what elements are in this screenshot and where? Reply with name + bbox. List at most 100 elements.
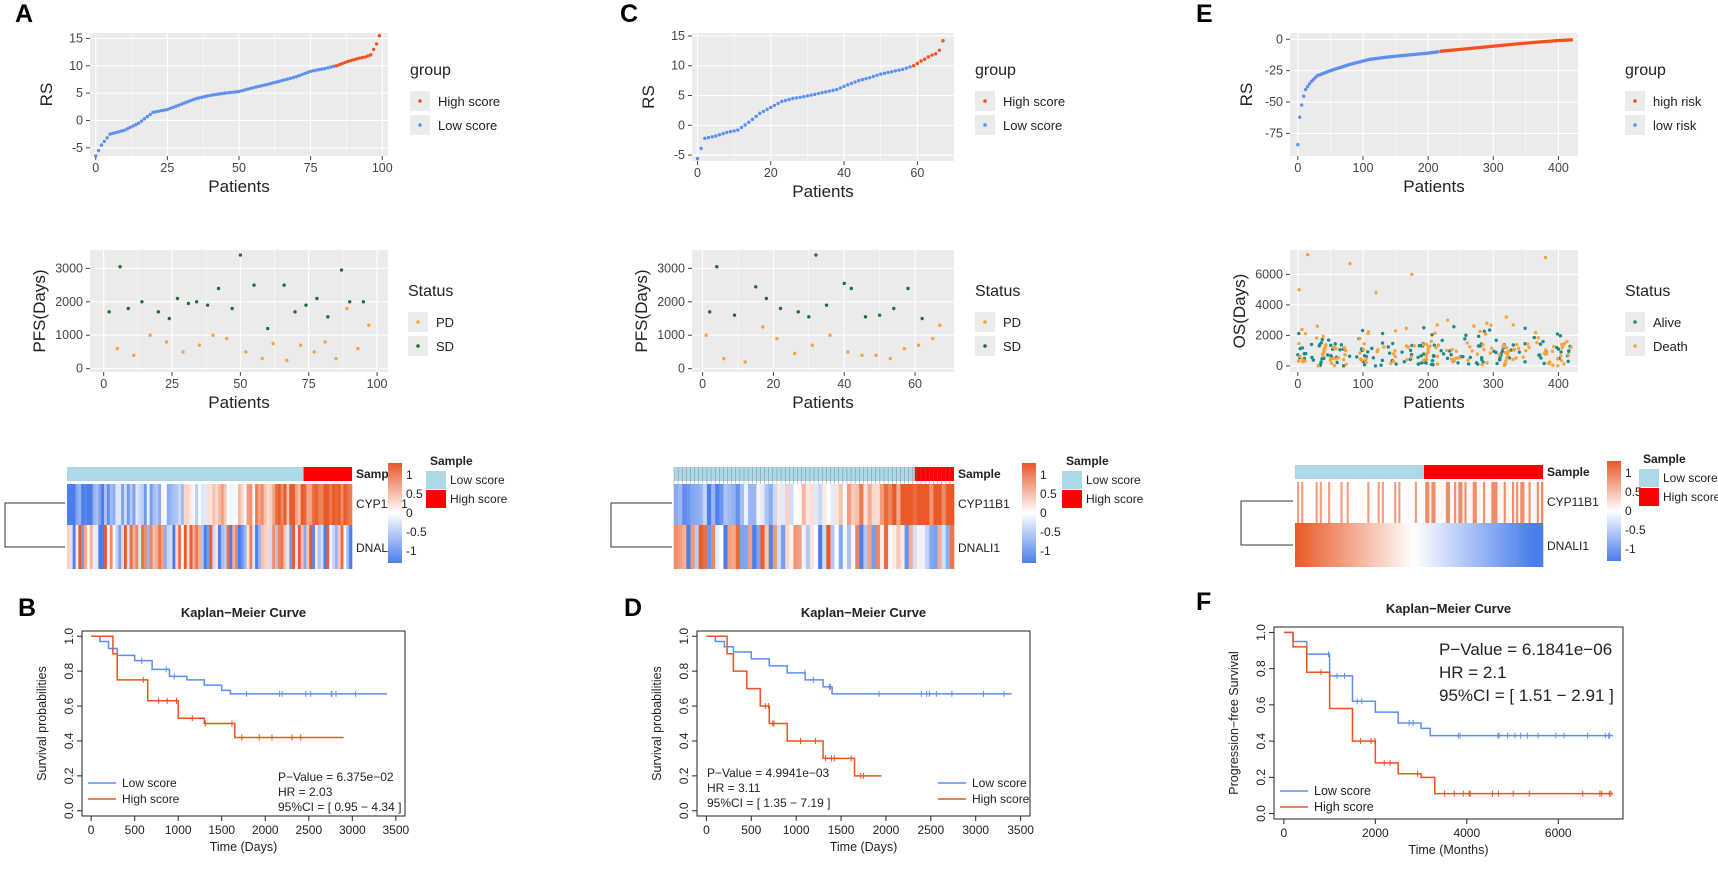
status-plot-point-alive: [1523, 342, 1527, 346]
heatmap-cell-cyp11b1: [92, 484, 96, 525]
heatmap-annotation-low: [67, 467, 304, 481]
heatmap-cell-cyp11b1: [888, 484, 893, 525]
rs-plot-background: [692, 33, 954, 161]
status-plot-point-alive: [1311, 358, 1316, 362]
km-x-tick-label: 500: [741, 823, 761, 837]
km-legend-label: Low score: [972, 776, 1027, 790]
heatmap-cell-dnali1: [1464, 523, 1467, 567]
status-plot-y-tick-label: 0: [76, 362, 83, 376]
heatmap-cell-dnali1: [141, 525, 145, 569]
heatmap-scale-tick: 1: [406, 468, 413, 482]
heatmap-cell-dnali1: [277, 525, 282, 569]
heatmap-cell-dnali1: [1450, 523, 1453, 567]
rs-plot-point-low-score: [772, 103, 777, 108]
heatmap-cell-dnali1: [1414, 523, 1418, 567]
rs-plot-point-low-score: [893, 69, 898, 73]
status-plot-point-death: [1515, 342, 1519, 347]
heatmap-cell-dnali1: [830, 525, 835, 569]
heatmap-cell-cyp11b1: [112, 484, 116, 525]
heatmap-cell-cyp11b1: [69, 484, 73, 525]
km-y-tick-label: 0.0: [62, 802, 76, 819]
heatmap-cell-cyp11b1: [1509, 482, 1513, 523]
heatmap-cell-dnali1: [226, 525, 230, 569]
rs-plot-point-low-risk: [1305, 85, 1310, 89]
status-plot-point-sd: [863, 315, 868, 319]
heatmap-cell-dnali1: [1445, 523, 1449, 567]
heatmap-cell-dnali1: [1340, 523, 1343, 567]
rs-plot-x-tick-label: 0: [92, 161, 99, 175]
status-plot-point-alive: [1319, 360, 1323, 364]
heatmap-row-label: CYP11B1: [958, 497, 1010, 511]
heatmap-cell-dnali1: [1522, 523, 1525, 567]
status-plot-point-sd: [156, 310, 161, 314]
status-plot-point-alive: [1409, 352, 1414, 357]
km-x-tick-label: 2000: [873, 823, 900, 837]
rs-legend-key: [1633, 123, 1637, 127]
rs-plot-point-low-score: [783, 98, 788, 103]
heatmap-cell-cyp11b1: [181, 484, 185, 525]
heatmap-cell-cyp11b1: [1416, 482, 1420, 523]
status-plot-point-sd: [339, 268, 344, 272]
panel-letter: C: [620, 0, 638, 28]
rs-plot-point-low-score: [194, 96, 198, 101]
heatmap-row-label: DNALI1: [1547, 539, 1589, 553]
heatmap-cell-dnali1: [1400, 523, 1403, 567]
heatmap-cell-dnali1: [349, 525, 353, 569]
km-title: Kaplan−Meier Curve: [1386, 601, 1511, 616]
heatmap-cell-dnali1: [1406, 523, 1409, 567]
status-legend-label: PD: [436, 315, 454, 330]
heatmap-cell-dnali1: [340, 525, 344, 569]
heatmap-cell-dnali1: [851, 525, 856, 569]
heatmap-cell-dnali1: [283, 525, 287, 569]
rs-plot-point-low-score: [831, 88, 835, 93]
status-plot-point-alive: [1487, 328, 1492, 332]
heatmap-cell-dnali1: [1456, 523, 1459, 567]
status-plot-point-sd: [920, 316, 924, 321]
heatmap-cell-dnali1: [1536, 523, 1540, 567]
status-plot-point-pd: [810, 343, 815, 347]
rs-plot-y-tick-label: 0: [1276, 32, 1283, 46]
heatmap-cell-cyp11b1: [1520, 482, 1523, 523]
heatmap-cell-cyp11b1: [1452, 482, 1455, 523]
heatmap-cell-dnali1: [933, 525, 938, 569]
heatmap-cell-dnali1: [1526, 523, 1529, 567]
rs-plot-point-low-score: [171, 105, 175, 110]
heatmap-cell-dnali1: [1394, 523, 1397, 567]
status-plot-point-sd: [186, 301, 191, 306]
status-plot-point-death: [1364, 360, 1368, 365]
rs-plot-point-high-risk: [1569, 38, 1574, 42]
rs-legend-label: Low score: [1003, 118, 1062, 133]
rs-plot-point-low-score: [248, 86, 253, 91]
heatmap-cell-cyp11b1: [329, 484, 333, 525]
status-plot-point-death: [1480, 362, 1484, 367]
rs-plot-point-low-score: [277, 79, 281, 84]
heatmap-cell-dnali1: [1375, 523, 1378, 567]
heatmap-cell-cyp11b1: [1468, 482, 1471, 523]
status-plot-point-pd: [828, 333, 832, 337]
km-x-tick-label: 0: [1281, 826, 1288, 840]
heatmap-cell-cyp11b1: [138, 484, 142, 525]
rs-plot-y-tick-label: -75: [1265, 126, 1283, 140]
rs-plot-point-high-score: [363, 55, 367, 59]
heatmap-cell-dnali1: [1412, 523, 1416, 567]
rs-plot-point-low-score: [134, 122, 138, 127]
heatmap-cell-cyp11b1: [1338, 482, 1341, 523]
heatmap-cell-cyp11b1: [1375, 482, 1378, 523]
heatmap-cell-dnali1: [1299, 523, 1302, 567]
heatmap-cell-cyp11b1: [1478, 482, 1482, 523]
heatmap-cell-dnali1: [1367, 523, 1370, 567]
heatmap-cell-dnali1: [1514, 523, 1517, 567]
heatmap-cell-dnali1: [1423, 523, 1426, 567]
heatmap-cell-cyp11b1: [124, 484, 128, 525]
rs-plot-point-low-score: [710, 135, 714, 139]
heatmap-cell-dnali1: [1435, 523, 1438, 567]
heatmap-legend-title: Sample: [1066, 454, 1109, 468]
heatmap-cell-cyp11b1: [203, 484, 207, 525]
heatmap-cell-cyp11b1: [933, 484, 938, 525]
status-plot-point-pd: [722, 356, 726, 361]
status-y-axis-label: PFS(Days): [632, 269, 651, 352]
heatmap-cell-cyp11b1: [1456, 482, 1459, 523]
heatmap-cell-dnali1: [834, 525, 840, 569]
status-plot-point-alive: [1523, 326, 1527, 331]
rs-plot-point-low-score: [283, 78, 287, 82]
